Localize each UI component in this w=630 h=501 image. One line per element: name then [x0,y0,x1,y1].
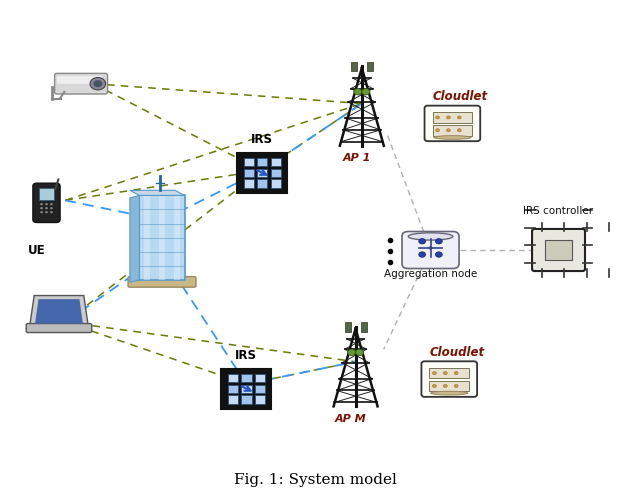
Bar [257,180,268,188]
Bar [241,385,252,393]
Circle shape [354,89,362,96]
Circle shape [45,211,48,214]
Bar [159,196,164,280]
Circle shape [40,204,43,206]
Bar [38,188,54,200]
Bar [175,196,180,280]
Polygon shape [130,191,185,196]
Circle shape [435,239,442,244]
Bar [345,323,350,332]
Circle shape [433,385,437,388]
Circle shape [45,208,48,210]
Ellipse shape [408,233,453,240]
Polygon shape [30,296,88,326]
Bar [433,126,472,136]
Text: AP 1: AP 1 [343,153,371,163]
Bar [255,396,265,404]
Ellipse shape [431,391,468,395]
FancyBboxPatch shape [128,277,196,288]
Circle shape [447,129,450,133]
Bar [241,374,252,382]
Bar [255,385,265,393]
Circle shape [355,350,364,356]
Bar [144,196,150,280]
Bar [351,63,357,72]
Bar [237,154,287,194]
Bar [430,368,469,379]
Text: AP M: AP M [335,413,367,423]
Bar [430,381,469,391]
Text: IRS: IRS [251,133,273,146]
Text: Cloudlet: Cloudlet [429,345,484,358]
Circle shape [90,78,106,91]
Text: UE: UE [28,243,46,256]
Circle shape [435,129,440,133]
Circle shape [454,385,458,388]
Bar [270,159,281,167]
Bar [139,196,185,280]
Circle shape [428,247,433,250]
FancyBboxPatch shape [402,232,459,269]
Bar [257,169,268,177]
Circle shape [444,372,447,375]
Circle shape [50,208,53,210]
FancyBboxPatch shape [421,362,477,397]
Circle shape [45,204,48,206]
Circle shape [40,211,43,214]
Text: IRS controller: IRS controller [524,206,593,216]
Bar [367,63,373,72]
Text: Cloudlet: Cloudlet [432,90,488,103]
Circle shape [40,208,43,210]
Bar [228,396,238,404]
Circle shape [435,253,442,258]
Bar [241,396,252,404]
Bar [244,180,254,188]
FancyBboxPatch shape [33,184,60,223]
Bar [270,180,281,188]
Circle shape [454,372,458,375]
Circle shape [419,239,426,244]
Bar [270,169,281,177]
Bar [257,159,268,167]
Circle shape [433,372,437,375]
Bar [546,240,571,261]
Circle shape [50,211,53,214]
Bar [433,113,472,124]
Circle shape [447,117,450,120]
FancyBboxPatch shape [425,106,480,142]
Bar [228,374,238,382]
Bar [255,374,265,382]
Polygon shape [130,196,139,283]
Text: Fig. 1: System model: Fig. 1: System model [234,472,396,486]
Bar [244,169,254,177]
FancyBboxPatch shape [55,74,108,95]
Bar [228,385,238,393]
Circle shape [435,117,440,120]
Text: IRS: IRS [236,348,257,361]
FancyBboxPatch shape [532,229,585,272]
Circle shape [348,350,355,356]
Circle shape [50,204,53,206]
Circle shape [362,89,370,96]
Bar [360,323,367,332]
Bar [221,369,272,409]
Ellipse shape [434,136,471,140]
Text: Aggregation node: Aggregation node [384,268,477,278]
Circle shape [457,129,461,133]
FancyBboxPatch shape [57,77,103,85]
Circle shape [419,253,426,258]
FancyBboxPatch shape [26,324,92,333]
Bar [244,159,254,167]
Circle shape [93,81,102,88]
Circle shape [457,117,461,120]
Circle shape [444,385,447,388]
Polygon shape [35,300,83,324]
